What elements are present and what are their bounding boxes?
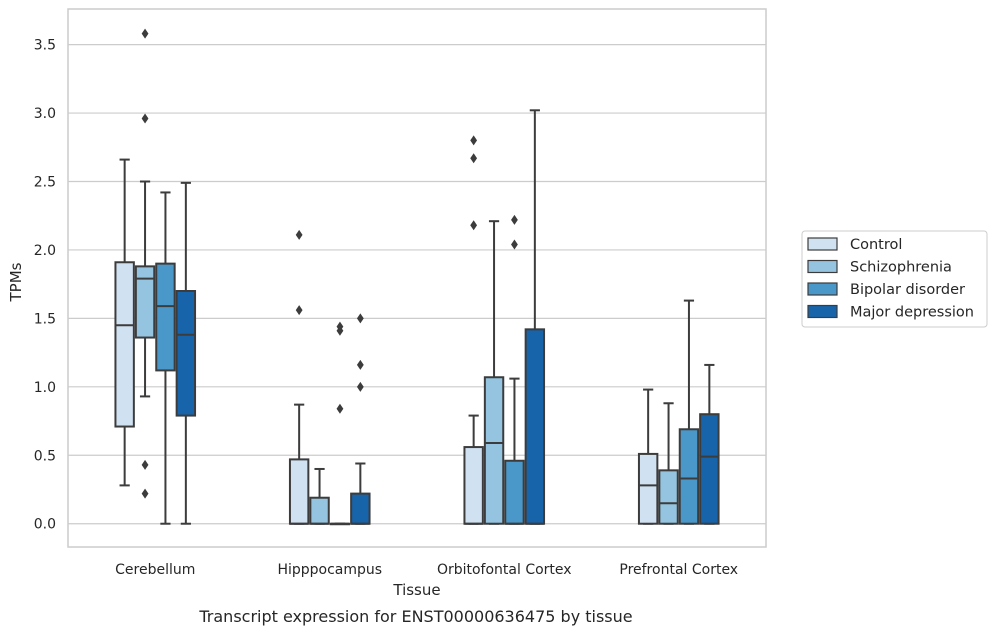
outlier-point [336, 321, 344, 332]
box-bipolar-disorder [504, 214, 525, 525]
outlier-point [511, 214, 518, 225]
outlier-point [470, 135, 478, 146]
box-iqr [288, 458, 310, 525]
box-bipolar-disorder [155, 191, 176, 525]
legend-swatch [807, 282, 838, 296]
outlier-point [511, 239, 518, 250]
box-schizophrenia [658, 402, 679, 525]
legend-swatch [807, 259, 838, 274]
box-iqr [175, 290, 197, 417]
box-control [114, 158, 135, 487]
box-schizophrenia [309, 467, 330, 525]
box-iqr [309, 496, 330, 525]
legend-label: Control [850, 237, 902, 253]
y-tick-labels: 0.0 0.5 1.0 1.5 2.0 2.5 3.0 3.5 [34, 38, 56, 533]
outlier-point [141, 28, 149, 39]
box-control [637, 388, 659, 525]
box-control [463, 135, 484, 525]
box-iqr [463, 446, 484, 525]
box-iqr [114, 261, 135, 428]
box-iqr [699, 413, 720, 525]
outlier-point [141, 113, 149, 124]
x-tick-labels: Cerebellum Hipppocampus Orbitofontal Corte… [115, 562, 738, 578]
x-axis-label: Tissue [392, 581, 440, 599]
legend-label: Major depression [850, 305, 974, 321]
y-tick-label: 3.5 [34, 38, 56, 54]
box-iqr [504, 459, 525, 525]
box-iqr [678, 428, 700, 525]
outlier-point [356, 359, 364, 370]
outlier-point [356, 381, 364, 392]
outlier-point [470, 153, 478, 164]
y-tick-label: 2.0 [34, 243, 56, 259]
legend-label: Schizophrenia [850, 260, 952, 276]
y-tick-label: 0.5 [34, 448, 56, 464]
box-major-depression [699, 363, 720, 525]
y-tick-label: 1.0 [34, 380, 56, 396]
box-iqr [155, 262, 176, 372]
outlier-point [295, 305, 303, 316]
y-tick-label: 3.0 [34, 106, 56, 122]
box-bipolar-disorder [678, 299, 700, 525]
box-iqr [637, 452, 659, 525]
x-tick-label: Prefrontal Cortex [619, 562, 738, 578]
y-axis-label: TPMs [7, 262, 25, 302]
y-tick-label: 2.5 [34, 174, 56, 190]
legend-label: Bipolar disorder [850, 282, 965, 298]
legend-swatch [807, 304, 838, 319]
box-schizophrenia [483, 220, 505, 525]
box-major-depression [350, 313, 371, 525]
box-major-depression [524, 109, 546, 525]
outlier-point [295, 229, 303, 240]
box-control [288, 229, 310, 525]
outlier-point [336, 403, 344, 414]
box-iqr [350, 492, 371, 525]
outlier-point [141, 459, 149, 470]
y-tick-label: 1.5 [34, 311, 56, 327]
outlier-point [141, 488, 149, 499]
x-tick-label: Hipppocampus [277, 562, 382, 578]
box-iqr [483, 376, 505, 525]
box-major-depression [175, 181, 197, 525]
box-iqr [524, 328, 546, 525]
box-schizophrenia [134, 28, 156, 499]
x-tick-label: Orbitofontal Cortex [437, 562, 572, 578]
box-iqr [134, 265, 156, 339]
y-tick-label: 0.0 [34, 517, 56, 533]
legend: Control Schizophrenia Bipolar disorder Majo… [801, 230, 988, 328]
legend-frame [801, 230, 988, 328]
box-bipolar-disorder [329, 321, 351, 526]
chart-caption: Transcript expression for ENST0000063647… [198, 607, 632, 626]
outlier-point [470, 220, 478, 231]
legend-swatch [807, 237, 838, 251]
x-tick-label: Cerebellum [115, 562, 195, 578]
box-groups [114, 28, 720, 526]
outlier-point [356, 313, 364, 324]
plot-frame [67, 8, 767, 548]
box-iqr [658, 469, 679, 525]
